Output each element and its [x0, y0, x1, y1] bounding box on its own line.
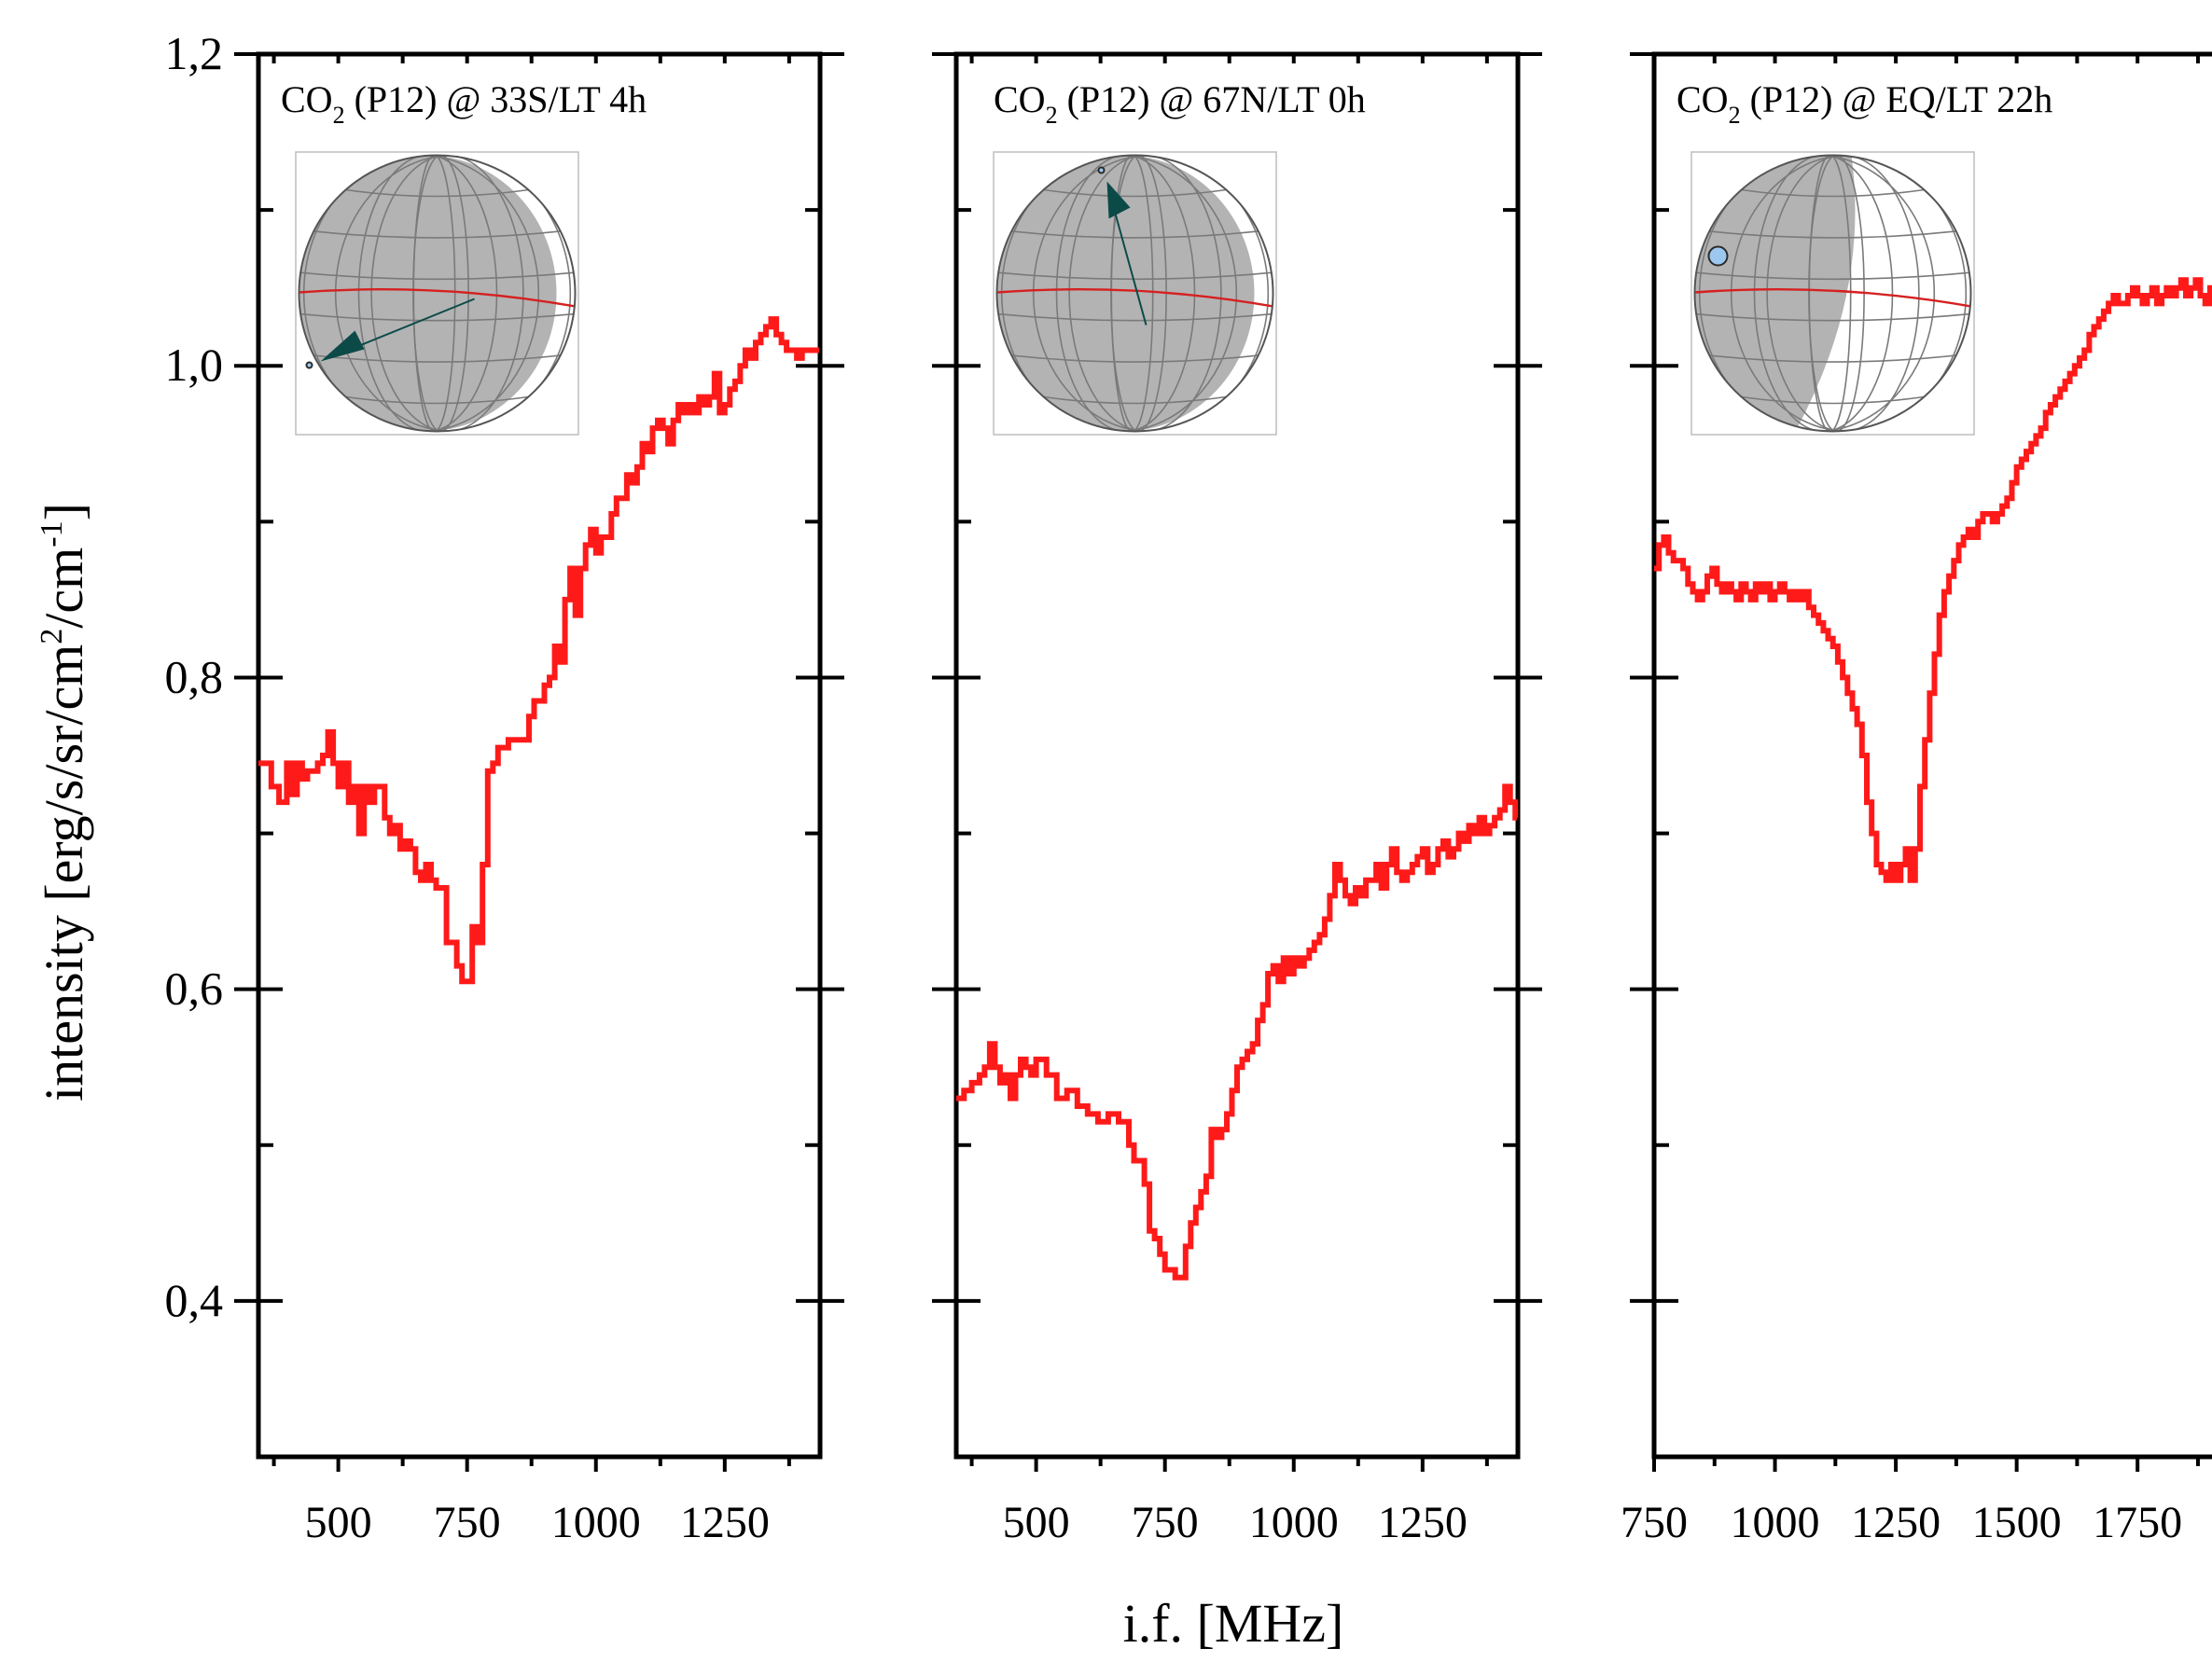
parallel-line — [313, 230, 561, 239]
x-tick-label: 750 — [1132, 1498, 1199, 1547]
x-tick-label: 1000 — [551, 1498, 641, 1547]
meridian-line — [334, 155, 572, 432]
panel-title-sub: 2 — [1729, 102, 1741, 129]
position-marker — [1707, 245, 1729, 267]
panel-3: 750 1000 1250 1500 1750 CO2 (P12) @ EQ/LT 22h — [1621, 51, 2212, 1547]
meridian-line — [1753, 155, 1894, 432]
panel-2: 500 750 1000 1250 CO2 (P12) @ 67N/LT 0h — [932, 51, 1542, 1547]
y-axis-title-sup2: -1 — [35, 520, 69, 547]
parallel-line — [1043, 188, 1227, 198]
position-marker — [1097, 166, 1106, 174]
x-tick-label: 1750 — [2093, 1498, 2182, 1547]
x-axis-title: i.f. [MHz] — [1123, 1593, 1344, 1654]
globe-night-side — [299, 155, 557, 432]
data-series-line — [956, 783, 1519, 1281]
x-tick-label: 1000 — [1249, 1498, 1339, 1547]
y-axis-title-main: intensity [erg/s/sr/cm — [34, 644, 94, 1101]
x-tick-label: 1250 — [1378, 1498, 1468, 1547]
y-tick-label: 1,0 — [165, 339, 224, 391]
parallel-line — [1709, 354, 1956, 363]
panel-title-post: (P12) @ 67N/LT 0h — [1058, 78, 1366, 120]
x-tick-label: 1000 — [1731, 1498, 1820, 1547]
parallel-line — [1011, 354, 1259, 363]
equator-line — [299, 288, 576, 308]
x-tick-label: 1250 — [1851, 1498, 1941, 1547]
direction-arrow-head — [1106, 181, 1131, 219]
y-tick-label: 0,8 — [165, 650, 224, 702]
x-tick-label: 1500 — [1972, 1498, 2062, 1547]
globe — [299, 155, 576, 432]
x-tick-label: 750 — [434, 1498, 501, 1547]
parallel-line — [1709, 230, 1956, 239]
panel-title-post: (P12) @ 33S/LT 4h — [345, 78, 647, 120]
y-axis-title-end: ] — [34, 503, 94, 520]
meridian-line — [302, 155, 540, 432]
panel-title-pre: CO — [1676, 78, 1729, 120]
direction-arrow-shaft — [1110, 200, 1148, 325]
parallel-line — [1011, 230, 1259, 239]
panel-title-sub: 2 — [1046, 102, 1058, 129]
globe-night-side — [996, 155, 1255, 432]
meridian-line — [1000, 155, 1238, 432]
panel-title-pre: CO — [281, 78, 333, 120]
position-marker — [305, 361, 313, 369]
parallel-line — [345, 395, 529, 405]
x-tick-label: 500 — [305, 1498, 372, 1547]
meridian-line — [1766, 155, 1920, 432]
panel-title: CO2 (P12) @ EQ/LT 22h — [1676, 78, 2052, 129]
x-tick-label: 750 — [1621, 1498, 1688, 1547]
meridian-line — [370, 155, 524, 432]
parallel-line — [313, 354, 561, 363]
panel-title-pre: CO — [994, 78, 1046, 120]
globe-inset — [1690, 151, 1975, 436]
parallel-line — [998, 312, 1272, 322]
parallel-line — [1741, 395, 1925, 405]
plot-frame — [953, 51, 1521, 1460]
parallel-line — [998, 271, 1272, 281]
meridian-line — [1730, 155, 1968, 432]
parallel-line — [300, 271, 574, 281]
meridian-line — [1032, 155, 1270, 432]
globe-outline — [1693, 154, 1972, 433]
x-tick-label: 500 — [1003, 1498, 1070, 1547]
globe — [996, 155, 1273, 432]
x-tick-label: 1250 — [680, 1498, 770, 1547]
globe-outline — [995, 154, 1274, 433]
y-tick-label: 0,4 — [165, 1274, 224, 1326]
globe-inset — [993, 151, 1277, 436]
parallel-line — [300, 312, 574, 322]
y-axis-title-mid: /cm — [34, 547, 94, 629]
y-axis-title: intensity [erg/s/sr/cm2/cm-1] — [34, 503, 94, 1101]
plot-frame — [256, 51, 823, 1460]
data-series-line — [1654, 277, 2212, 883]
panel-1: 0,4 0,6 0,8 1,0 1,2 500 750 1000 1250 CO2 (P12) @… — [165, 27, 844, 1547]
panel-title: CO2 (P12) @ 67N/LT 0h — [994, 78, 1366, 129]
y-tick-label: 1,2 — [165, 27, 224, 79]
y-tick-label: 0,6 — [165, 963, 224, 1015]
parallel-line — [1696, 312, 1969, 322]
parallel-line — [1741, 188, 1925, 198]
panel-title-sub: 2 — [333, 102, 345, 129]
globe-outline — [298, 154, 577, 433]
panel-title-post: (P12) @ EQ/LT 22h — [1741, 78, 2053, 120]
globe-inset — [295, 151, 579, 436]
plot-frame — [1651, 51, 2212, 1460]
equator-line — [1694, 288, 1971, 308]
panel-title: CO2 (P12) @ 33S/LT 4h — [281, 78, 647, 129]
direction-arrow-head — [320, 330, 365, 362]
meridian-line — [1055, 155, 1196, 432]
parallel-line — [1696, 271, 1969, 281]
meridian-line — [1698, 155, 1936, 432]
meridian-line — [357, 155, 498, 432]
parallel-line — [1043, 395, 1227, 405]
globe — [1694, 155, 1971, 432]
data-series-line — [258, 316, 819, 985]
meridian-line — [1068, 155, 1222, 432]
equator-line — [996, 288, 1273, 308]
y-axis-title-sup: 2 — [35, 629, 69, 644]
parallel-line — [345, 188, 529, 198]
